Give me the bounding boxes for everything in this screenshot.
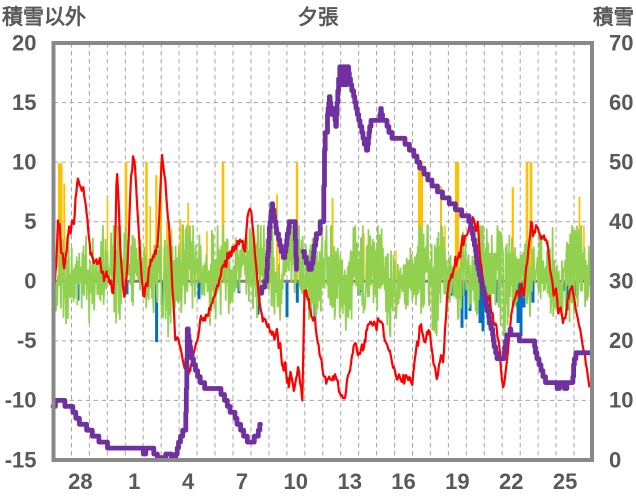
svg-text:16: 16 — [391, 469, 415, 494]
svg-text:10: 10 — [12, 149, 36, 174]
svg-text:夕張: 夕張 — [298, 5, 339, 29]
svg-text:5: 5 — [24, 209, 36, 234]
svg-text:13: 13 — [337, 469, 361, 494]
svg-text:-5: -5 — [17, 328, 37, 353]
svg-text:10: 10 — [284, 469, 308, 494]
svg-text:10: 10 — [609, 388, 633, 413]
svg-text:積雪: 積雪 — [593, 6, 634, 29]
svg-text:-10: -10 — [5, 388, 37, 413]
svg-text:0: 0 — [609, 447, 621, 472]
svg-text:積雪以外: 積雪以外 — [2, 5, 86, 29]
svg-text:0: 0 — [24, 269, 36, 294]
svg-text:4: 4 — [182, 469, 195, 494]
svg-text:15: 15 — [12, 90, 36, 115]
svg-text:50: 50 — [609, 149, 633, 174]
svg-text:70: 70 — [609, 30, 633, 55]
svg-text:-15: -15 — [5, 447, 37, 472]
svg-text:19: 19 — [445, 469, 469, 494]
svg-text:22: 22 — [499, 469, 523, 494]
svg-text:20: 20 — [12, 30, 36, 55]
svg-text:28: 28 — [68, 469, 92, 494]
svg-text:30: 30 — [609, 269, 633, 294]
svg-text:40: 40 — [609, 209, 633, 234]
svg-text:60: 60 — [609, 90, 633, 115]
svg-text:20: 20 — [609, 328, 633, 353]
svg-text:7: 7 — [236, 469, 248, 494]
svg-text:1: 1 — [128, 469, 140, 494]
svg-text:25: 25 — [553, 469, 577, 494]
